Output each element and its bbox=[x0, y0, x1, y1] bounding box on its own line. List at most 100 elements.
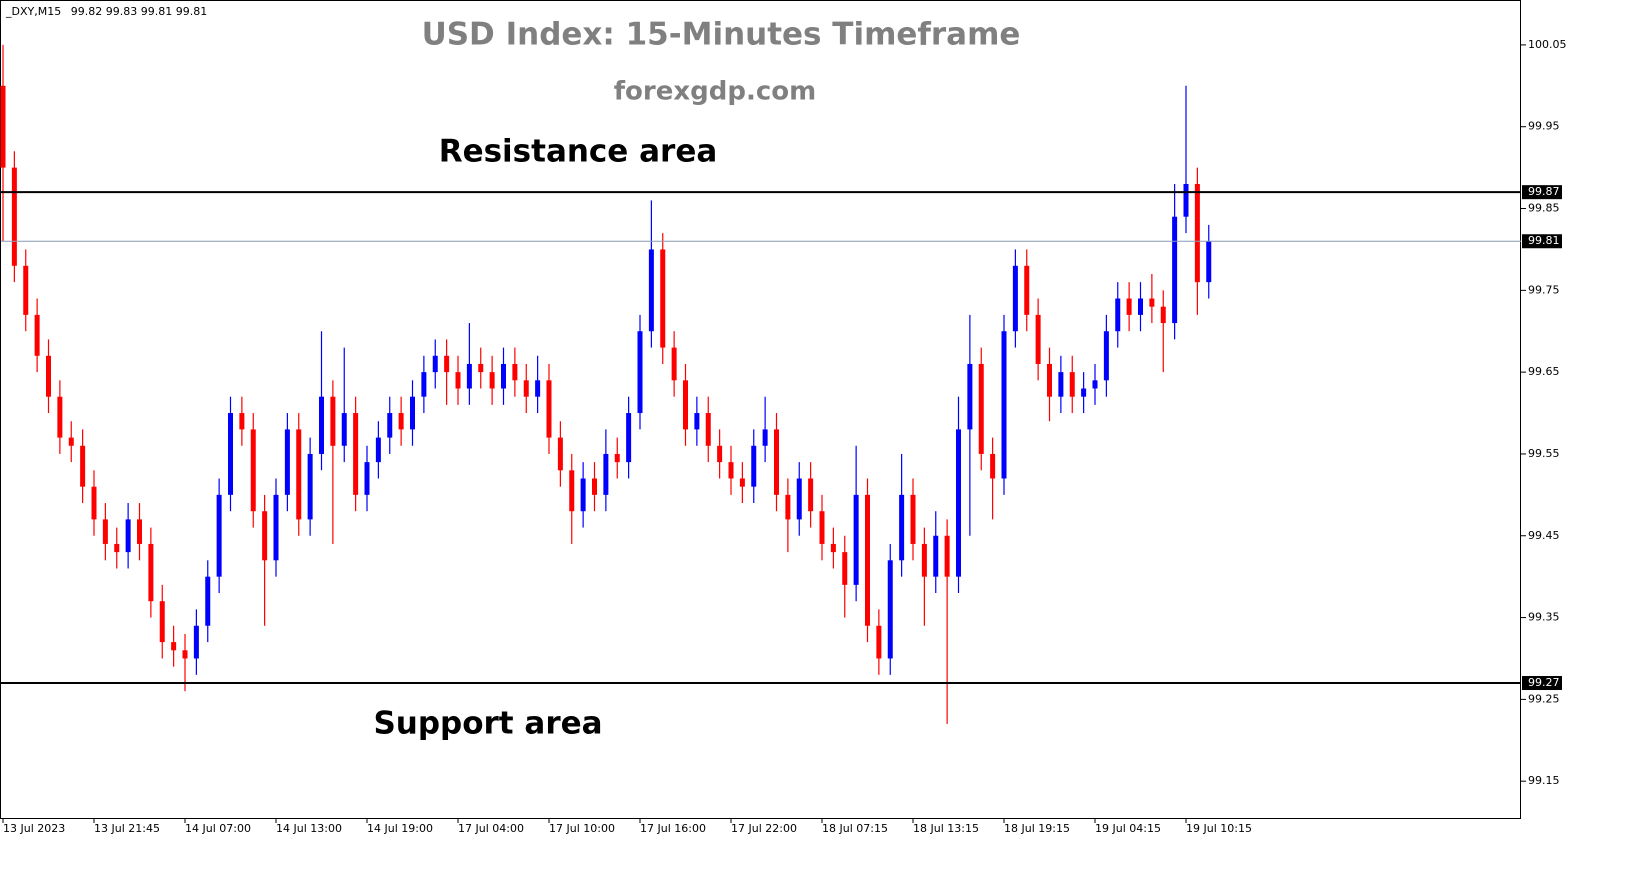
candle-body bbox=[466, 363, 472, 389]
x-tick-label: 18 Jul 07:15 bbox=[822, 822, 888, 835]
candle-body bbox=[842, 552, 848, 585]
candle-body bbox=[216, 494, 222, 577]
candle-body bbox=[387, 413, 393, 438]
candle-body bbox=[1081, 388, 1087, 397]
candle-body bbox=[0, 85, 6, 168]
candle-body bbox=[23, 265, 29, 315]
candle-body bbox=[262, 511, 268, 561]
candle-body bbox=[694, 413, 700, 430]
candle-body bbox=[557, 437, 563, 471]
candle-body bbox=[193, 625, 199, 659]
candle-body bbox=[990, 453, 996, 479]
annotation: Support area bbox=[373, 706, 602, 742]
candle-body bbox=[353, 413, 359, 495]
candle-body bbox=[535, 380, 541, 397]
y-tick-label: 99.85 bbox=[1528, 202, 1560, 215]
x-tick-label: 18 Jul 13:15 bbox=[913, 822, 979, 835]
candle-body bbox=[398, 413, 404, 430]
candle-body bbox=[501, 363, 506, 389]
candle-body bbox=[330, 396, 336, 446]
candle-body bbox=[1047, 363, 1052, 397]
candle-body bbox=[523, 380, 529, 397]
candle-body bbox=[1115, 298, 1121, 332]
info-value: 99.81 bbox=[141, 5, 173, 18]
candle-body bbox=[102, 519, 108, 544]
info-value: 99.83 bbox=[106, 5, 138, 18]
candle-body bbox=[307, 453, 313, 520]
info-value: 99.81 bbox=[176, 5, 208, 18]
candle-body bbox=[455, 372, 461, 389]
candle-body bbox=[660, 249, 666, 348]
candle-body bbox=[68, 437, 74, 446]
candle-body bbox=[648, 249, 654, 332]
annotation: Resistance area bbox=[439, 134, 718, 170]
y-tick-label: 99.25 bbox=[1528, 692, 1560, 705]
candle-body bbox=[774, 429, 779, 495]
candle-body bbox=[34, 314, 40, 356]
candle-body bbox=[796, 478, 802, 520]
x-tick-label: 17 Jul 04:00 bbox=[458, 822, 524, 835]
candle-body bbox=[683, 380, 688, 430]
candle-body bbox=[865, 494, 870, 626]
x-tick-label: 14 Jul 13:00 bbox=[276, 822, 342, 835]
candle-body bbox=[1024, 265, 1030, 315]
candle-body bbox=[921, 543, 927, 577]
candle-body bbox=[478, 363, 484, 373]
candle-body bbox=[910, 494, 916, 544]
candle-body bbox=[1149, 298, 1155, 307]
candle-body bbox=[1172, 216, 1178, 324]
x-tick-label: 17 Jul 22:00 bbox=[731, 822, 797, 835]
candle-body bbox=[319, 396, 324, 454]
candle-body bbox=[228, 413, 233, 495]
candle-body bbox=[432, 355, 438, 373]
x-tick-label: 13 Jul 2023 bbox=[3, 822, 65, 835]
x-tick-label: 14 Jul 19:00 bbox=[367, 822, 433, 835]
candle-body bbox=[603, 453, 609, 495]
candle-body bbox=[944, 535, 950, 577]
candle-body bbox=[978, 363, 984, 454]
candle-body bbox=[489, 372, 495, 389]
candle-body bbox=[205, 576, 211, 626]
candle-body bbox=[239, 413, 245, 430]
candle-body bbox=[512, 363, 518, 381]
candle-body bbox=[580, 478, 586, 512]
candle-body bbox=[614, 453, 620, 463]
candle-body bbox=[148, 543, 154, 602]
candle-body bbox=[80, 445, 86, 487]
candle-body bbox=[933, 535, 939, 577]
candle-body bbox=[159, 601, 165, 643]
y-tick-label: 99.95 bbox=[1528, 120, 1560, 133]
chart-title: USD Index: 15-Minutes Timeframe bbox=[422, 17, 1021, 53]
candle-body bbox=[546, 380, 552, 438]
candle-body bbox=[717, 445, 723, 463]
candle-body bbox=[1160, 306, 1166, 324]
candle-body bbox=[1206, 241, 1212, 283]
y-tick-label: 99.55 bbox=[1528, 447, 1560, 460]
level-label: 99.81 bbox=[1528, 234, 1560, 247]
candle-body bbox=[1001, 331, 1007, 479]
candle-body bbox=[751, 445, 757, 487]
candle-body bbox=[171, 642, 177, 651]
candle-body bbox=[637, 331, 643, 414]
candle-body bbox=[967, 363, 973, 430]
candle-body bbox=[284, 429, 290, 495]
chart-subtitle: forexgdp.com bbox=[614, 77, 816, 107]
candle-body bbox=[1103, 331, 1109, 381]
level-label-box bbox=[1522, 234, 1562, 249]
y-tick-label: 99.75 bbox=[1528, 283, 1560, 296]
candle-body bbox=[296, 429, 302, 520]
candle-body bbox=[1012, 265, 1018, 332]
candle-body bbox=[250, 429, 256, 512]
x-tick-label: 18 Jul 19:15 bbox=[1004, 822, 1070, 835]
candle-body bbox=[1092, 380, 1098, 389]
x-tick-label: 14 Jul 07:00 bbox=[185, 822, 251, 835]
level-label-box bbox=[1522, 676, 1562, 691]
candle-body bbox=[137, 519, 142, 544]
x-tick-label: 19 Jul 10:15 bbox=[1186, 822, 1252, 835]
candle-body bbox=[592, 478, 597, 495]
y-tick-label: 99.35 bbox=[1528, 611, 1560, 624]
candle-body bbox=[46, 355, 51, 397]
candle-body bbox=[11, 167, 17, 266]
candle-body bbox=[853, 494, 859, 585]
